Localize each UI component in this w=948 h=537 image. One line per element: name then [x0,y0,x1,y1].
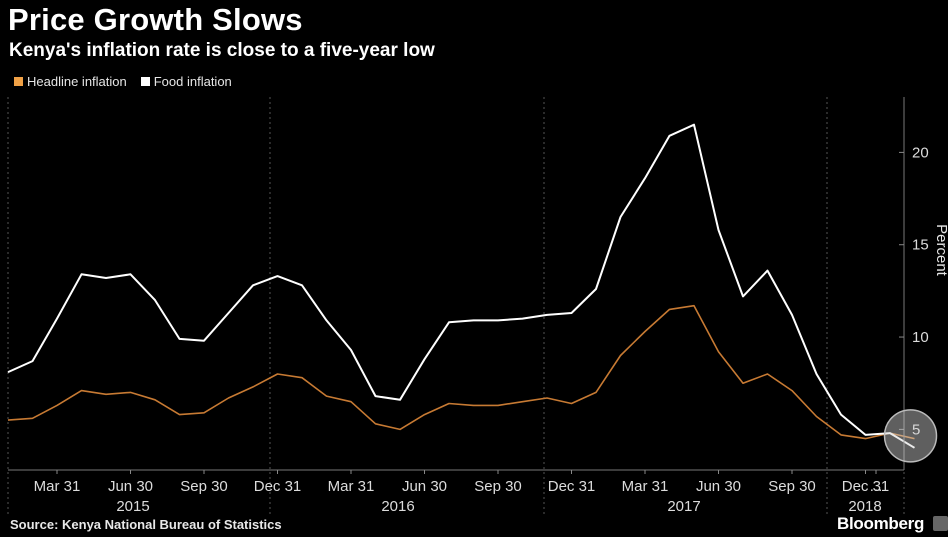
x-tick-label: ... [870,478,883,495]
x-tick-label: Mar 31 [622,478,669,495]
legend-swatch-food [140,77,150,86]
y-axis: 5 10 15 20 Percent [899,97,948,470]
y-tick-label: 15 [912,237,929,254]
legend-swatch-headline [14,77,23,86]
x-year-label: 2018 [848,498,881,515]
x-tick-label: Dec 31 [548,478,596,495]
series-lines [7,123,916,449]
legend-item-food: Food inflation [140,74,232,89]
legend-item-headline: Headline inflation [14,74,127,89]
x-year-label: 2015 [116,498,149,515]
x-tick-label: Sep 30 [768,478,816,495]
x-tick-label: Mar 31 [328,478,375,495]
x-axis: Mar 31 Jun 30 Sep 30 Dec 31 Mar 31 Jun 30 Sep … [8,469,904,515]
x-tick-label: Sep 30 [474,478,522,495]
x-year-label: 2016 [381,498,414,515]
y-tick-label: 10 [912,329,929,346]
y-tick-label: 5 [912,421,920,438]
x-tick-label: Sep 30 [180,478,228,495]
x-tick-label: Dec 31 [842,478,890,495]
chart-legend: Headline inflation Food inflation [14,74,232,89]
legend-label-headline: Headline inflation [27,74,127,89]
x-tick-label: Dec 31 [254,478,302,495]
source-note: Source: Kenya National Bureau of Statist… [10,517,282,532]
y-tick-label: 20 [912,144,929,161]
headline-inflation-line [7,304,915,440]
chart-title: Price Growth Slows [8,2,303,37]
highlight-circle [883,409,938,463]
x-tick-label: Jun 30 [108,478,153,495]
x-tick-label: Jun 30 [402,478,447,495]
x-tick-label: Mar 31 [34,478,81,495]
grid-lines [7,97,905,515]
food-inflation-line [7,123,916,449]
brand-logo: Bloomberg [837,514,925,533]
y-axis-label: Percent [933,224,948,277]
x-year-label: 2017 [667,498,700,515]
chart-subtitle: Kenya's inflation rate is close to a fiv… [9,40,435,61]
legend-label-food: Food inflation [153,74,232,89]
bloomberg-icon [933,516,948,531]
x-tick-label: Jun 30 [696,478,741,495]
latest-value-highlight [883,409,938,463]
